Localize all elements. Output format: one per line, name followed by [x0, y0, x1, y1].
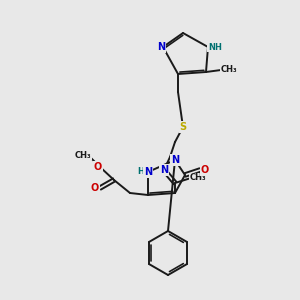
Text: H: H [138, 167, 144, 176]
Text: CH₃: CH₃ [75, 151, 91, 160]
Text: O: O [91, 183, 99, 193]
Text: N: N [157, 42, 165, 52]
Text: O: O [201, 165, 209, 175]
Text: N: N [160, 165, 168, 175]
Text: S: S [179, 122, 187, 132]
Text: N: N [171, 155, 179, 165]
Text: NH: NH [208, 43, 222, 52]
Text: N: N [144, 167, 152, 177]
Text: O: O [94, 162, 102, 172]
Text: CH₃: CH₃ [190, 173, 206, 182]
Text: CH₃: CH₃ [221, 65, 237, 74]
